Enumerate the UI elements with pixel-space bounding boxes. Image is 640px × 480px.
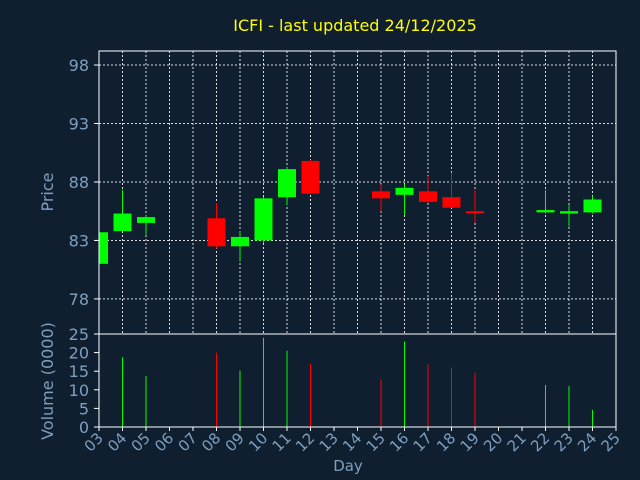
price-axis-label: Price (38, 172, 57, 211)
price-tick-label: 93 (69, 115, 89, 134)
price-tick-label: 83 (69, 231, 89, 250)
candle-body (231, 236, 249, 247)
volume-tick-label: 25 (69, 325, 89, 344)
candle-body (560, 211, 578, 214)
x-tick-label: 10 (245, 429, 271, 455)
price-grid (98, 51, 617, 334)
x-tick-label: 17 (410, 429, 436, 455)
x-tick-label: 12 (292, 429, 318, 455)
candle-body (395, 187, 414, 195)
candle-day-8 (207, 203, 226, 249)
volume-tick-label: 10 (69, 381, 89, 400)
volume-tick-label: 0 (79, 418, 89, 437)
candle-day-17 (419, 176, 437, 204)
chart-title: ICFI - last updated 24/12/2025 (233, 16, 477, 35)
candle-day-12 (301, 159, 320, 194)
candle-day-23 (560, 205, 578, 227)
x-ticks: 0304050607080910111213141516171819202122… (81, 427, 624, 455)
x-tick-label: 11 (269, 429, 295, 455)
x-tick-label: 19 (457, 429, 483, 455)
volume-panel-frame (98, 333, 617, 428)
x-tick-label: 20 (480, 429, 506, 455)
x-tick-label: 23 (551, 429, 577, 455)
volume-bars (122, 337, 593, 427)
candle-day-24 (583, 196, 602, 214)
candle-day-10 (254, 197, 273, 243)
volume-tick-label: 5 (79, 399, 89, 418)
candle-body (278, 169, 296, 198)
x-tick-label: 18 (433, 429, 459, 455)
x-tick-label: 21 (504, 429, 530, 455)
candle-day-4 (113, 190, 132, 232)
x-tick-label: 22 (527, 429, 553, 455)
candle-body (113, 213, 132, 232)
x-tick-label: 14 (339, 429, 365, 455)
candle-body (254, 198, 273, 241)
x-tick-label: 05 (128, 429, 154, 455)
candle-day-15 (372, 184, 390, 212)
candle-body (301, 160, 320, 194)
price-candles (98, 159, 602, 264)
x-tick-label: 08 (198, 429, 224, 455)
x-axis-label: Day (333, 457, 363, 475)
price-y-ticks: 78 83 88 93 98 (69, 56, 99, 309)
candle-day-18 (442, 172, 461, 208)
price-tick-label: 98 (69, 56, 89, 75)
candle-body (419, 191, 437, 202)
price-tick-label: 88 (69, 173, 89, 192)
volume-tick-label: 20 (69, 344, 89, 363)
volume-tick-label: 15 (69, 362, 89, 381)
x-tick-label: 13 (316, 429, 342, 455)
candle-day-9 (231, 231, 249, 262)
x-tick-label: 04 (104, 429, 130, 455)
candle-body (372, 191, 390, 199)
candle-body (536, 210, 555, 213)
candle-day-3 (98, 229, 108, 264)
x-tick-label: 15 (363, 429, 389, 455)
x-tick-label: 25 (598, 429, 624, 455)
candle-body (207, 218, 226, 247)
candle-body (583, 199, 602, 213)
candle-day-5 (137, 214, 155, 235)
candle-day-11 (278, 166, 296, 206)
candle-body (466, 211, 484, 214)
candle-day-22 (536, 190, 555, 214)
volume-axis-label: Volume (0000) (38, 322, 57, 440)
x-tick-label: 07 (175, 429, 201, 455)
x-tick-label: 06 (151, 429, 177, 455)
x-tick-label: 24 (574, 429, 600, 455)
candle-body (137, 217, 155, 223)
candle-body (442, 197, 461, 208)
price-tick-label: 78 (69, 290, 89, 309)
candle-body (99, 232, 108, 264)
x-tick-label: 16 (386, 429, 412, 455)
candle-day-16 (395, 184, 414, 215)
candle-day-19 (466, 190, 484, 223)
x-tick-label: 09 (222, 429, 248, 455)
